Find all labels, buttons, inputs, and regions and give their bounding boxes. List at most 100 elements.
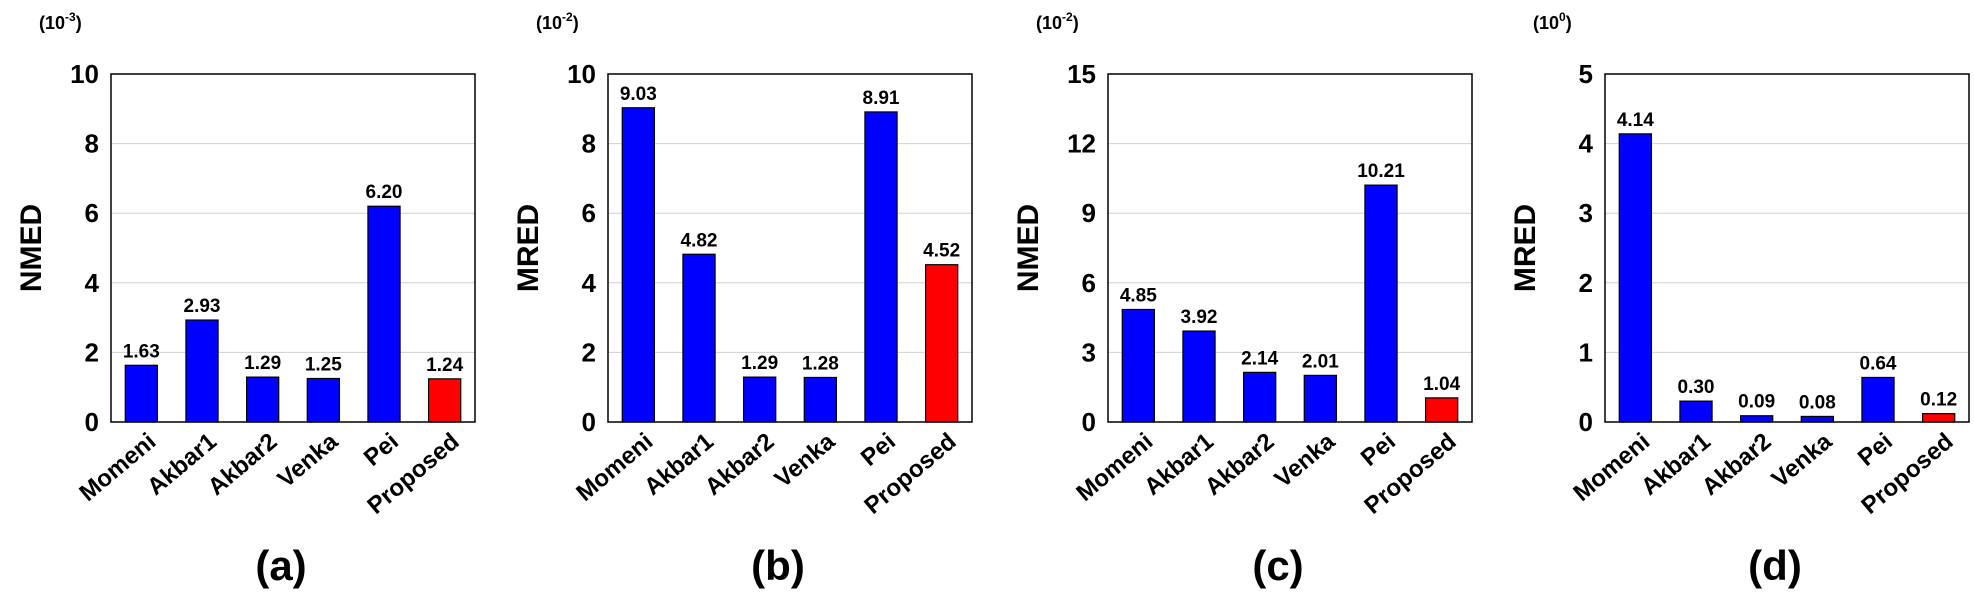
bar-proposed [427, 378, 462, 423]
x-tick-label: Venka [1270, 427, 1341, 493]
y-tick-label: 5 [1579, 59, 1593, 89]
data-label: 2.93 [184, 296, 221, 317]
data-label: 1.63 [123, 341, 160, 362]
data-label: 0.64 [1860, 353, 1897, 374]
y-tick-label: 10 [567, 59, 596, 89]
data-label: 10.21 [1357, 161, 1405, 182]
y-tick-label: 10 [70, 59, 99, 89]
data-label: 1.04 [1423, 374, 1460, 395]
data-label: 4.85 [1120, 285, 1157, 306]
y-tick-label: 12 [1067, 129, 1096, 159]
data-label: 1.29 [244, 353, 281, 374]
x-tick-label: Venka [1767, 427, 1838, 493]
bar-proposed [1424, 397, 1459, 423]
x-tick-label: Pei [1853, 428, 1898, 472]
data-label: 4.52 [923, 241, 960, 262]
bar-momeni [124, 364, 159, 423]
data-label: 0.08 [1799, 392, 1836, 413]
y-tick-label: 0 [1579, 407, 1593, 437]
data-label: 1.28 [802, 353, 839, 374]
x-tick-label: Momeni [1071, 428, 1158, 507]
panel-label: (c) [1252, 542, 1303, 589]
bar-proposed [924, 264, 959, 423]
y-tick-label: 0 [582, 407, 596, 437]
y-tick-label: 15 [1067, 59, 1096, 89]
y-tick-label: 2 [1579, 268, 1593, 298]
data-label: 1.24 [426, 355, 463, 376]
bar-venka [1800, 415, 1835, 423]
data-label: 8.91 [863, 88, 900, 109]
scale-base: (10 [39, 13, 65, 33]
plot-frame [1604, 73, 1970, 423]
scale-exponent: 0 [1559, 10, 1566, 24]
y-tick-label: 2 [582, 337, 596, 367]
data-label: 0.30 [1678, 377, 1715, 398]
plot-frame [607, 73, 973, 423]
chart-panel-1: 02468101.63Momeni2.93Akbar11.29Akbar21.2… [15, 10, 476, 589]
bar-akbar1 [185, 319, 219, 423]
x-tick-label: Akbar2 [203, 428, 283, 501]
scale-base: (10 [536, 13, 562, 33]
data-label: 3.92 [1181, 307, 1218, 328]
data-label: 0.12 [1920, 390, 1957, 411]
data-label: 4.82 [681, 230, 718, 251]
plot-frame [1107, 73, 1473, 423]
y-tick-label: 8 [85, 129, 99, 159]
scale-exponent: -3 [65, 10, 76, 24]
scale-multiplier-label: (10-2) [536, 10, 579, 33]
x-tick-label: Akbar2 [1200, 428, 1280, 501]
bar-pei [1861, 376, 1895, 423]
y-tick-label: 6 [85, 198, 99, 228]
panel-label: (b) [751, 542, 805, 589]
y-axis-title: MRED [512, 204, 545, 292]
y-tick-label: 0 [1082, 407, 1096, 437]
y-tick-label: 6 [1082, 268, 1096, 298]
bar-momeni [1121, 308, 1156, 423]
x-tick-label: Momeni [74, 428, 161, 507]
scale-close: ) [1566, 13, 1572, 33]
chart-panel-2: 02468109.03Momeni4.82Akbar11.29Akbar21.2… [512, 10, 973, 589]
bar-pei [864, 111, 898, 423]
scale-close: ) [76, 13, 82, 33]
data-label: 6.20 [366, 182, 403, 203]
y-tick-label: 9 [1082, 198, 1096, 228]
y-tick-label: 0 [85, 407, 99, 437]
bar-akbar2 [1739, 415, 1774, 423]
y-tick-label: 4 [85, 268, 100, 298]
y-tick-label: 3 [1579, 198, 1593, 228]
y-tick-label: 3 [1082, 337, 1096, 367]
bar-venka [306, 377, 341, 423]
data-label: 0.09 [1738, 392, 1775, 413]
x-tick-label: Pei [359, 428, 404, 472]
bar-pei [1364, 184, 1398, 423]
y-axis-title: NMED [1012, 204, 1045, 292]
chart-panel-3: 036912154.85Momeni3.92Akbar12.14Akbar22.… [1012, 10, 1473, 589]
y-tick-label: 4 [1579, 129, 1594, 159]
scale-multiplier-label: (10-2) [1036, 10, 1079, 33]
bar-venka [1303, 374, 1338, 423]
scale-base: (10 [1036, 13, 1062, 33]
data-label: 9.03 [620, 84, 657, 105]
bar-akbar2 [245, 376, 280, 423]
bar-akbar1 [1182, 330, 1216, 423]
scale-exponent: -2 [1062, 10, 1073, 24]
data-label: 2.14 [1241, 348, 1278, 369]
x-tick-label: Akbar2 [700, 428, 780, 501]
x-tick-label: Venka [770, 427, 841, 493]
chart-panel-4: 0123454.14Momeni0.30Akbar10.09Akbar20.08… [1509, 10, 1970, 589]
x-tick-label: Venka [273, 427, 344, 493]
panel-label: (d) [1748, 542, 1802, 589]
x-tick-label: Momeni [1568, 428, 1655, 507]
bar-akbar2 [742, 376, 777, 423]
y-tick-label: 6 [582, 198, 596, 228]
data-label: 1.29 [741, 353, 778, 374]
scale-multiplier-label: (10-3) [39, 10, 82, 33]
x-tick-label: Momeni [571, 428, 658, 507]
plot-frame [110, 73, 476, 423]
bar-pei [367, 205, 401, 423]
scale-close: ) [1073, 13, 1079, 33]
x-tick-label: Pei [856, 428, 901, 472]
y-tick-label: 1 [1579, 337, 1593, 367]
scale-base: (10 [1533, 13, 1559, 33]
